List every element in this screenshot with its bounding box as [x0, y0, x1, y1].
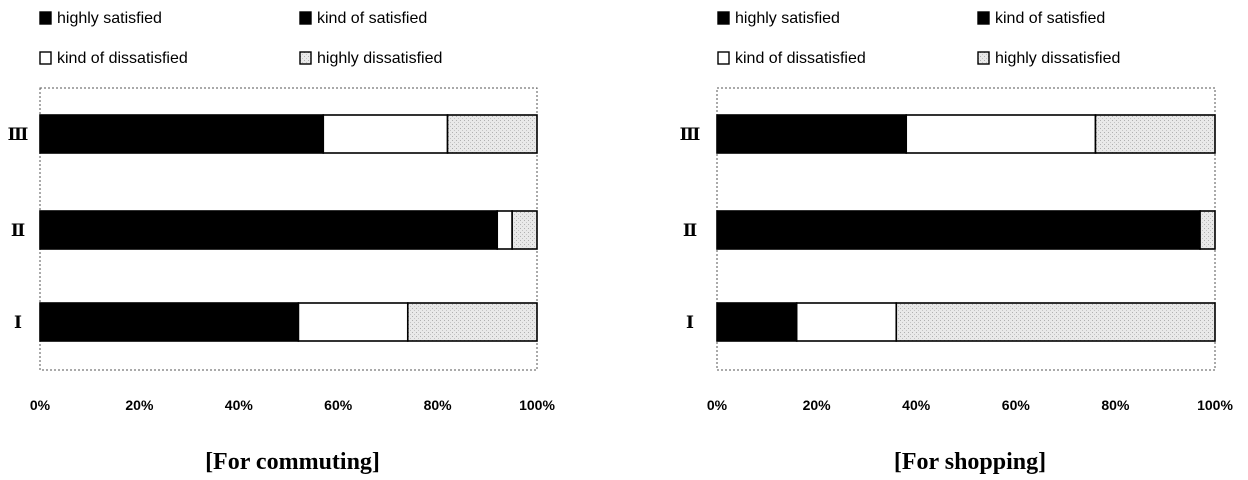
- legend-swatch: [299, 51, 312, 65]
- bar-segment: [1199, 210, 1216, 250]
- bar-segment: [39, 302, 300, 342]
- category-label: Ⅰ: [686, 313, 694, 332]
- bar-segment: [905, 114, 1097, 154]
- x-tick-label: 0%: [30, 397, 51, 413]
- legend-label: highly satisfied: [735, 10, 840, 27]
- x-tick-label: 0%: [707, 397, 728, 413]
- bar-segment: [511, 210, 538, 250]
- legend-label: kind of satisfied: [317, 10, 427, 27]
- bar-segment: [716, 114, 908, 154]
- legend-item: kind of satisfied: [299, 10, 427, 27]
- legend-item: kind of satisfied: [977, 10, 1105, 27]
- legend-item: kind of dissatisfied: [717, 50, 866, 67]
- legend-label: kind of satisfied: [995, 10, 1105, 27]
- plot-area: [716, 87, 1216, 371]
- legend-swatch: [39, 11, 52, 25]
- legend-swatch: [299, 11, 312, 25]
- bar-segment: [795, 302, 898, 342]
- x-tick-label: 80%: [424, 397, 453, 413]
- x-tick-label: 100%: [1197, 397, 1233, 413]
- x-tick-label: 100%: [519, 397, 555, 413]
- legend-swatch: [39, 51, 52, 65]
- category-label: Ⅱ: [683, 221, 697, 240]
- bar-segment: [406, 302, 538, 342]
- chart-title: [For shopping]: [894, 449, 1046, 475]
- legend-label: highly dissatisfied: [995, 50, 1120, 67]
- bar-segment: [496, 210, 513, 250]
- legend-item: highly dissatisfied: [299, 50, 442, 67]
- legend-item: highly satisfied: [39, 10, 162, 27]
- bar-segment: [39, 114, 325, 154]
- chart-commuting: highly satisfied kind of satisfied kind of…: [8, 10, 556, 475]
- bar-segment: [1094, 114, 1216, 154]
- category-label: Ⅱ: [11, 221, 25, 240]
- legend-label: highly satisfied: [57, 10, 162, 27]
- legend-swatch: [717, 11, 730, 25]
- category-label: Ⅲ: [8, 125, 29, 144]
- x-tick-label: 20%: [803, 397, 832, 413]
- chart-shopping: highly satisfied kind of satisfied kind of…: [680, 10, 1234, 475]
- bar-segment: [322, 114, 449, 154]
- legend-item: highly dissatisfied: [977, 50, 1120, 67]
- x-tick-label: 40%: [225, 397, 254, 413]
- bar-segment: [716, 302, 798, 342]
- category-label: Ⅰ: [14, 313, 22, 332]
- category-label: Ⅲ: [680, 125, 701, 144]
- x-tick-label: 60%: [1002, 397, 1031, 413]
- bar-segment: [716, 210, 1201, 250]
- x-tick-label: 80%: [1101, 397, 1130, 413]
- bar-segment: [446, 114, 538, 154]
- x-tick-label: 60%: [324, 397, 353, 413]
- legend-swatch: [717, 51, 730, 65]
- legend-item: highly satisfied: [717, 10, 840, 27]
- legend-label: highly dissatisfied: [317, 50, 442, 67]
- legend-swatch: [977, 11, 990, 25]
- legend-swatch: [977, 51, 990, 65]
- bar-segment: [895, 302, 1216, 342]
- x-tick-label: 40%: [902, 397, 931, 413]
- x-tick-label: 20%: [125, 397, 154, 413]
- legend-label: kind of dissatisfied: [735, 50, 866, 67]
- legend-label: kind of dissatisfied: [57, 50, 188, 67]
- bar-segment: [297, 302, 409, 342]
- chart-title: [For commuting]: [205, 449, 380, 475]
- bar-segment: [39, 210, 499, 250]
- legend-item: kind of dissatisfied: [39, 50, 188, 67]
